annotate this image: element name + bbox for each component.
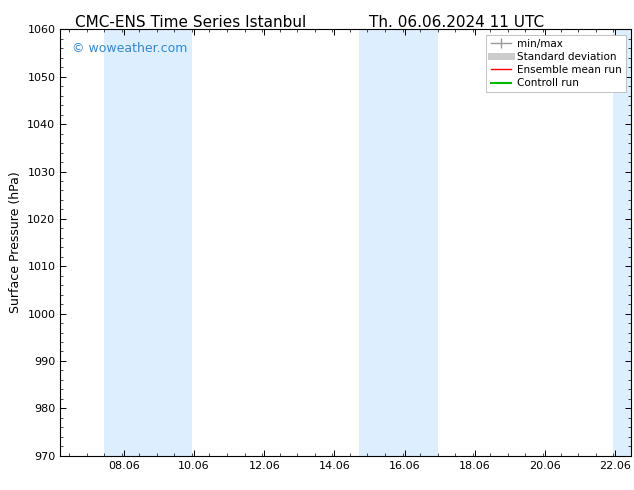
Text: © woweather.com: © woweather.com: [72, 42, 187, 55]
Bar: [359, 29, 437, 456]
Text: CMC-ENS Time Series Istanbul: CMC-ENS Time Series Istanbul: [75, 15, 306, 30]
Text: Th. 06.06.2024 11 UTC: Th. 06.06.2024 11 UTC: [369, 15, 544, 30]
Legend: min/max, Standard deviation, Ensemble mean run, Controll run: min/max, Standard deviation, Ensemble me…: [486, 35, 626, 92]
Y-axis label: Surface Pressure (hPa): Surface Pressure (hPa): [9, 172, 22, 314]
Bar: [613, 29, 631, 456]
Bar: [104, 29, 192, 456]
